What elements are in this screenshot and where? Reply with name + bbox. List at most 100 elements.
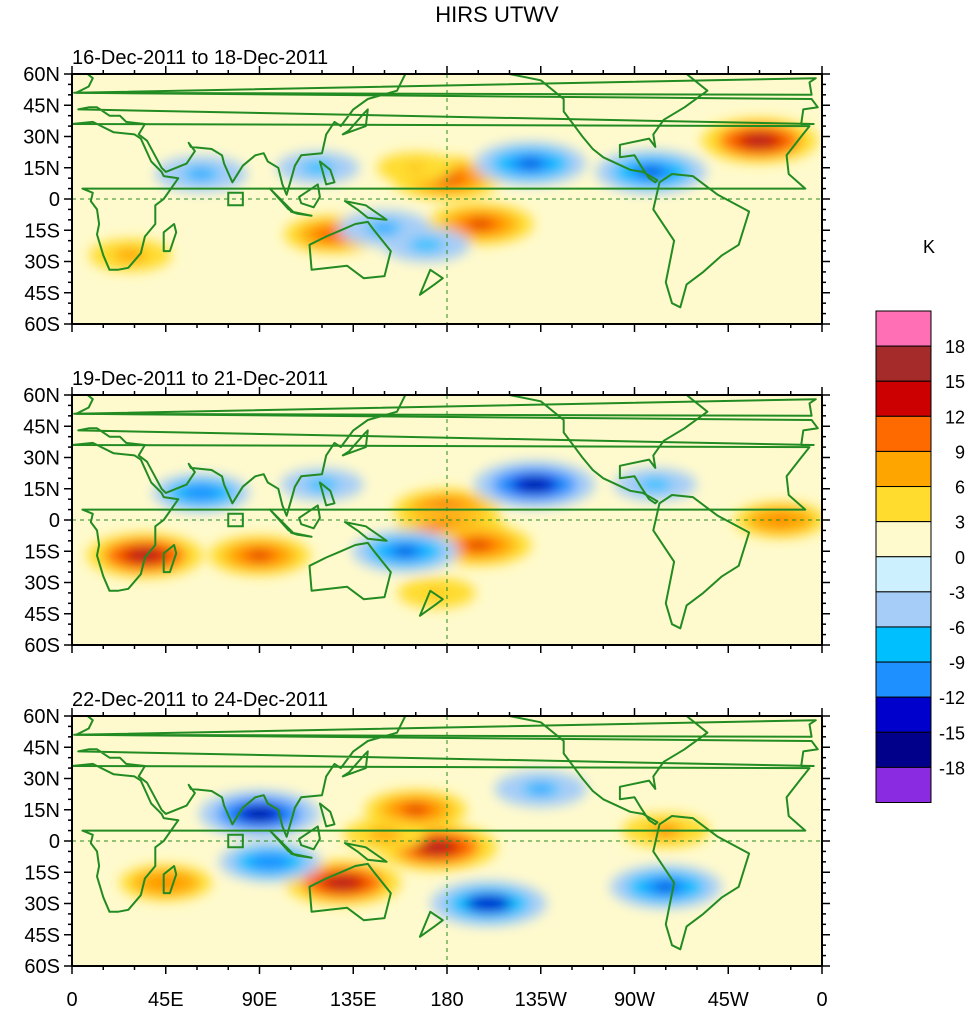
colorbar-level-label: -9: [949, 653, 965, 673]
coastline: [652, 815, 751, 951]
y-tick-label: 15N: [23, 158, 60, 180]
coastline: [341, 108, 369, 136]
colorbar-swatch: [875, 696, 932, 733]
y-tick-label: 45N: [23, 416, 60, 438]
colorbar-level-label: 3: [955, 513, 965, 533]
y-tick-label: 15S: [24, 862, 60, 884]
coastline: [418, 268, 444, 296]
anomaly-cell: [425, 843, 448, 852]
colorbar-swatch: [875, 486, 932, 523]
anomaly-cell: [418, 241, 435, 248]
panel-subtitle: 16-Dec-2011 to 18-Dec-2011: [72, 47, 328, 69]
anomaly-cell: [532, 785, 550, 793]
y-tick-label: 60S: [24, 956, 60, 978]
colorbar-level-label: 15: [945, 372, 965, 392]
colorbar-swatch: [875, 591, 932, 628]
y-tick-label: 45N: [23, 95, 60, 117]
anomaly-cell: [260, 858, 280, 866]
coastline: [343, 521, 388, 542]
coastline: [308, 541, 392, 601]
y-tick-label: 30S: [24, 573, 60, 595]
coastline: [289, 531, 313, 538]
coastline: [75, 395, 819, 517]
colorbar-level-label: 6: [955, 478, 965, 498]
y-tick-label: 45N: [23, 737, 60, 759]
chart-title: HIRS UTWV: [435, 2, 559, 27]
anomaly-cell: [192, 489, 210, 497]
anomaly-field: [119, 770, 722, 926]
y-tick-label: 60N: [23, 706, 60, 728]
map-panel-3: 22-Dec-2011 to 24-Dec-2011 60N 45N 30N 15N 0 1…: [23, 689, 830, 1011]
coastline: [162, 544, 178, 574]
colorbar-swatch: [875, 415, 932, 452]
coastline: [268, 508, 294, 534]
x-tick-label: 135W: [515, 989, 567, 1011]
y-tick-label: 0: [49, 189, 60, 211]
y-tick-label: 15S: [24, 220, 60, 242]
coastline: [308, 862, 392, 922]
anomaly-cell: [122, 252, 138, 259]
y-tick-label: 0: [49, 831, 60, 853]
coastline: [477, 74, 709, 184]
anomaly-cell: [772, 516, 789, 524]
axis-ticks: [64, 66, 830, 332]
anomaly-cell: [332, 878, 354, 887]
anomaly-cell: [192, 170, 210, 178]
colorbar: K 18 15 12 9 6 3 0 -3 -6 -9 -12 -15 -18: [875, 237, 965, 804]
x-tick-label: 0: [66, 989, 77, 1011]
anomaly-cell: [377, 831, 392, 838]
colorbar-swatch: [875, 626, 932, 663]
colorbar-level-label: -12: [939, 688, 965, 708]
coastline: [343, 842, 388, 863]
colorbar-swatch: [875, 661, 932, 698]
y-tick-label: 30N: [23, 127, 60, 149]
coastline: [73, 77, 817, 96]
colorbar-level-label: -15: [939, 723, 965, 743]
y-tick-label: 0: [49, 510, 60, 532]
colorbar-swatch: [875, 380, 932, 417]
y-tick-label: 15N: [23, 800, 60, 822]
y-tick-label: 60N: [23, 385, 60, 407]
map-panel-2: 19-Dec-2011 to 21-Dec-2011 60N 45N 30N 15N 0 1…: [23, 368, 830, 657]
anomaly-cell: [520, 159, 541, 168]
y-tick-label: 30N: [23, 448, 60, 470]
anomaly-cell: [470, 220, 490, 228]
colorbar-units-label: K: [923, 237, 935, 257]
anomaly-cell: [248, 809, 271, 819]
coastline: [341, 429, 369, 457]
coastline: [477, 395, 709, 505]
anomaly-cell: [395, 547, 415, 555]
x-tick-label: 90W: [614, 989, 655, 1011]
anomaly-cell: [655, 882, 676, 891]
coastline: [73, 398, 817, 417]
coastline: [318, 802, 336, 828]
colorbar-swatch: [875, 521, 932, 558]
y-tick-label: 45S: [24, 604, 60, 626]
coastline: [418, 910, 444, 938]
x-tick-label: 180: [430, 989, 463, 1011]
axis-ticks: [64, 708, 830, 974]
y-tick-label: 60N: [23, 64, 60, 86]
colorbar-swatch: [875, 731, 932, 768]
coastline: [73, 719, 817, 738]
colorbar-level-label: -3: [949, 583, 965, 603]
panel-subtitle: 19-Dec-2011 to 21-Dec-2011: [72, 368, 328, 390]
coastlines: [72, 395, 819, 630]
y-tick-label: 45S: [24, 925, 60, 947]
coastline: [298, 825, 321, 851]
colorbar-level-label: 0: [955, 548, 965, 568]
coastline: [75, 74, 819, 196]
y-tick-label: 30N: [23, 769, 60, 791]
y-tick-label: 60S: [24, 314, 60, 336]
colorbar-level-label: -18: [939, 758, 965, 778]
y-tick-label: 15N: [23, 479, 60, 501]
colorbar-swatch: [875, 766, 932, 804]
anomaly-cell: [134, 551, 156, 560]
map-panel-1: 16-Dec-2011 to 18-Dec-2011 60N 45N 30N 15N 0 1…: [23, 47, 830, 336]
anomaly-cell: [468, 541, 488, 549]
y-tick-label: 60S: [24, 635, 60, 657]
x-tick-label: 45E: [148, 989, 184, 1011]
anomaly-cell: [376, 224, 393, 232]
anomaly-cell: [406, 806, 425, 814]
